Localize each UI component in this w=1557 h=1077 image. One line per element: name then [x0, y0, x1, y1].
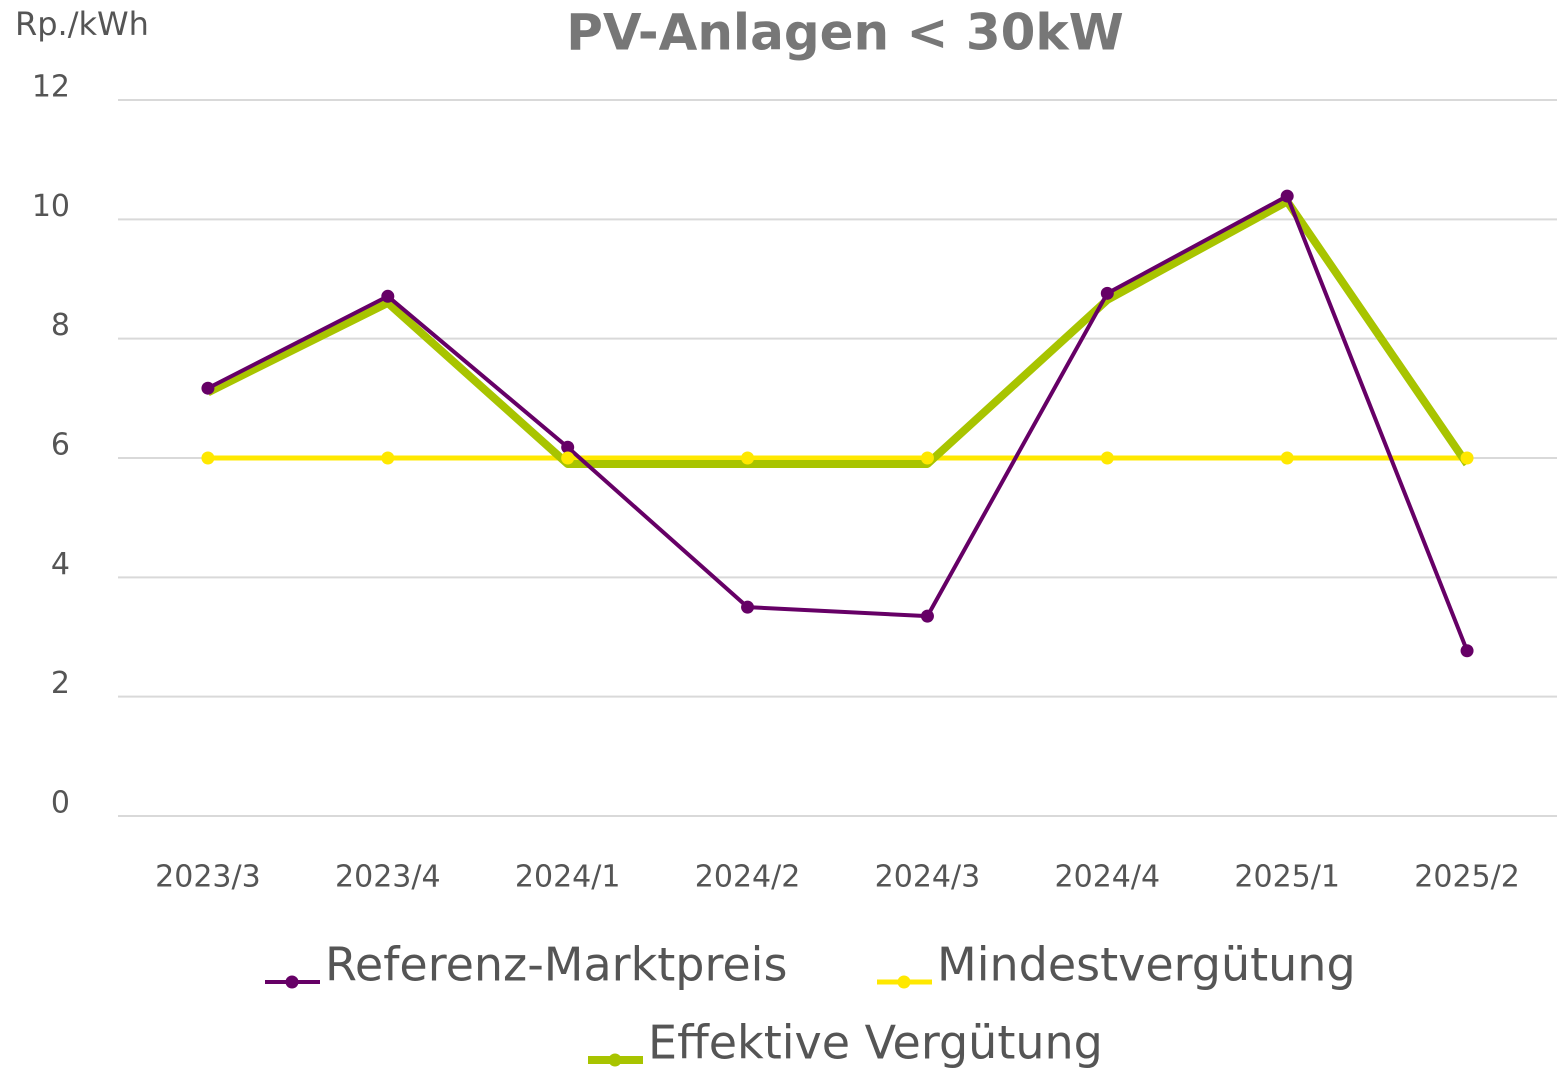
data-point — [561, 440, 575, 454]
data-point — [381, 451, 395, 465]
data-point — [1100, 286, 1114, 300]
data-point — [561, 451, 575, 465]
x-tick-label: 2024/2 — [695, 860, 801, 895]
legend-label: Referenz-Marktpreis — [325, 938, 787, 992]
data-point — [1280, 451, 1294, 465]
x-tick-label: 2025/2 — [1414, 860, 1520, 895]
y-axis-label: Rp./kWh — [15, 5, 149, 43]
x-tick-label: 2023/4 — [335, 860, 441, 895]
lines — [206, 194, 1471, 652]
markers — [201, 189, 1474, 658]
legend-marker — [285, 975, 299, 989]
y-tick-label: 6 — [51, 428, 70, 463]
x-tick-label: 2024/3 — [875, 860, 981, 895]
y-tick-label: 8 — [51, 308, 70, 343]
data-point — [1100, 451, 1114, 465]
series-line — [206, 197, 1471, 468]
y-tick-label: 2 — [51, 666, 70, 701]
data-point — [741, 451, 755, 465]
y-tick-label: 12 — [32, 70, 70, 105]
data-point — [920, 451, 934, 465]
x-tick-label: 2024/1 — [515, 860, 621, 895]
labels: 0 2 4 6 8 10 12 2023/3 2023/4 2024/1 2024/2 2024/3 2… — [32, 70, 1520, 1070]
data-point — [1280, 189, 1294, 203]
data-point — [1460, 644, 1474, 658]
x-tick-label: 2023/3 — [155, 860, 261, 895]
legend-marker — [897, 975, 911, 989]
y-tick-label: 4 — [51, 547, 70, 582]
legend-marker — [608, 1053, 622, 1067]
legend-label: Effektive Vergütung — [648, 1016, 1103, 1070]
x-tick-label: 2025/1 — [1234, 860, 1340, 895]
y-tick-label: 0 — [51, 786, 70, 821]
y-tick-label: 10 — [32, 189, 70, 224]
data-point — [741, 600, 755, 614]
series-line — [207, 194, 1469, 652]
legend-label: Mindestvergütung — [937, 938, 1356, 992]
data-point — [381, 289, 395, 303]
x-tick-label: 2024/4 — [1055, 860, 1161, 895]
data-point — [201, 451, 215, 465]
chart-title: PV-Anlagen < 30kW — [566, 4, 1124, 62]
data-point — [201, 381, 215, 395]
data-point — [920, 609, 934, 623]
data-point — [1460, 451, 1474, 465]
